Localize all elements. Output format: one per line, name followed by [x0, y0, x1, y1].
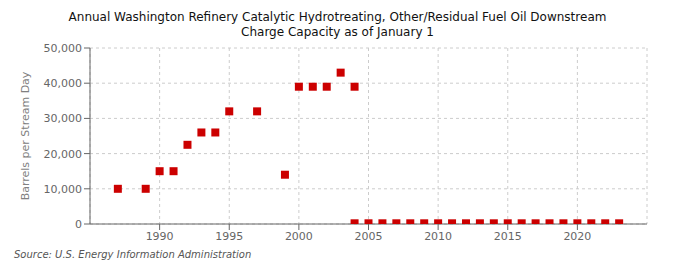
svg-text:30,000: 30,000 — [44, 112, 83, 125]
svg-text:2005: 2005 — [355, 230, 383, 243]
svg-text:20,000: 20,000 — [44, 148, 83, 161]
svg-text:0: 0 — [75, 218, 82, 231]
svg-text:10,000: 10,000 — [44, 183, 83, 196]
svg-text:1995: 1995 — [215, 230, 243, 243]
html-text:Charge Capacity as of January: Charge Capacity as of January 1 — [241, 25, 434, 39]
html-text:Annual Washington Refinery Cat: Annual Washington Refinery Catalytic Hyd… — [68, 10, 607, 24]
svg-text:2010: 2010 — [424, 230, 452, 243]
html-text:Source: U.S. Energy Informatio: Source: U.S. Energy Information Administ… — [14, 249, 252, 260]
svg-text:40,000: 40,000 — [44, 77, 83, 90]
svg-text:2020: 2020 — [563, 230, 591, 243]
svg-text:50,000: 50,000 — [44, 42, 83, 55]
svg-text:Barrels per Stream Day: Barrels per Stream Day — [19, 71, 32, 200]
svg-text:2015: 2015 — [494, 230, 522, 243]
svg-text:1990: 1990 — [146, 230, 174, 243]
svg-text:2000: 2000 — [285, 230, 313, 243]
